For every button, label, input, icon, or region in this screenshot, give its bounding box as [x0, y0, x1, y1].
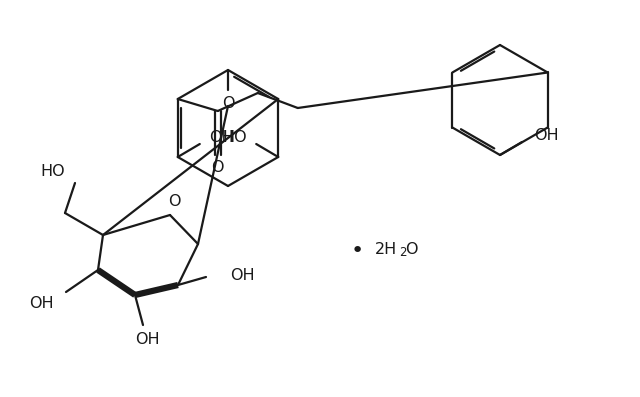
Text: OH: OH [230, 268, 255, 283]
Text: O: O [212, 160, 224, 175]
Text: HO: HO [222, 129, 246, 145]
Text: O: O [168, 195, 180, 210]
Text: OH: OH [134, 331, 159, 347]
Text: OH: OH [209, 129, 234, 145]
Text: HO: HO [41, 164, 65, 179]
Text: OH: OH [29, 297, 54, 312]
Text: •: • [350, 241, 364, 261]
Text: 2: 2 [399, 247, 406, 260]
Text: O: O [405, 241, 417, 256]
Text: OH: OH [534, 129, 558, 143]
Text: 2H: 2H [375, 241, 397, 256]
Text: O: O [221, 96, 234, 110]
